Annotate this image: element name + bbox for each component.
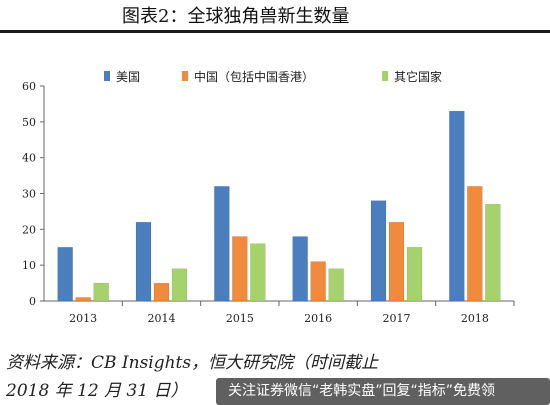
bar-1-2018 [467,186,483,302]
x-tick-label: 2013 [69,312,97,325]
bar-2-2016 [328,268,344,302]
bar-1-2016 [310,261,326,302]
bar-1-2015 [232,236,248,302]
bar-0-2014 [135,221,152,302]
legend-label-1: 中国（包括中国香港） [194,69,314,84]
y-tick-label: 40 [22,152,36,165]
bar-2-2014 [171,268,188,302]
bar-0-2016 [292,236,308,302]
bar-1-2014 [153,282,170,302]
chart-title: 图表2：全球独角兽新生数量 [122,6,350,27]
watermark-banner: 关注证券微信“老韩实盘”回复“指标”免费领 [216,378,550,405]
y-tick-label: 50 [22,116,36,129]
x-tick-label: 2017 [383,312,411,325]
y-tick-label: 60 [22,80,36,93]
legend-swatch-1 [182,71,188,81]
bar-1-2013 [75,297,91,302]
y-tick-label: 0 [29,295,36,308]
source-note-line-2: 2018 年 12 月 31 日） [6,381,188,401]
y-tick-label: 20 [22,223,36,236]
bar-chart: 0 10 20 30 40 50 60 2013 2014 2015 2016 2017 2018 美国 中… [22,69,515,325]
title-rule [0,30,550,33]
bar-0-2013 [57,247,73,302]
legend-swatch-2 [382,71,388,81]
bar-0-2018 [449,110,465,302]
bar-2-2013 [93,282,109,302]
bar-1-2017 [388,221,405,302]
bar-2-2018 [485,204,501,302]
y-tick-label: 10 [22,259,36,272]
x-tick-label: 2018 [461,312,489,325]
x-tick-label: 2015 [226,312,254,325]
bar-2-2017 [406,247,423,302]
title-bar: 图表2：全球独角兽新生数量 [0,0,550,30]
bar-0-2017 [370,200,387,302]
x-tick-label: 2016 [304,312,332,325]
legend-swatch-0 [104,71,110,81]
bar-2-2015 [250,243,266,302]
chart-frame: 0 10 20 30 40 50 60 2013 2014 2015 2016 2017 2018 美国 中… [8,36,532,344]
x-tick-label: 2014 [148,312,176,325]
y-tick-label: 30 [22,188,36,201]
bar-0-2015 [214,186,230,302]
legend-label-0: 美国 [116,70,140,84]
legend-label-2: 其它国家 [394,69,442,84]
source-note-line-1: 资料来源：CB Insights，恒大研究院（时间截止 [6,353,379,373]
